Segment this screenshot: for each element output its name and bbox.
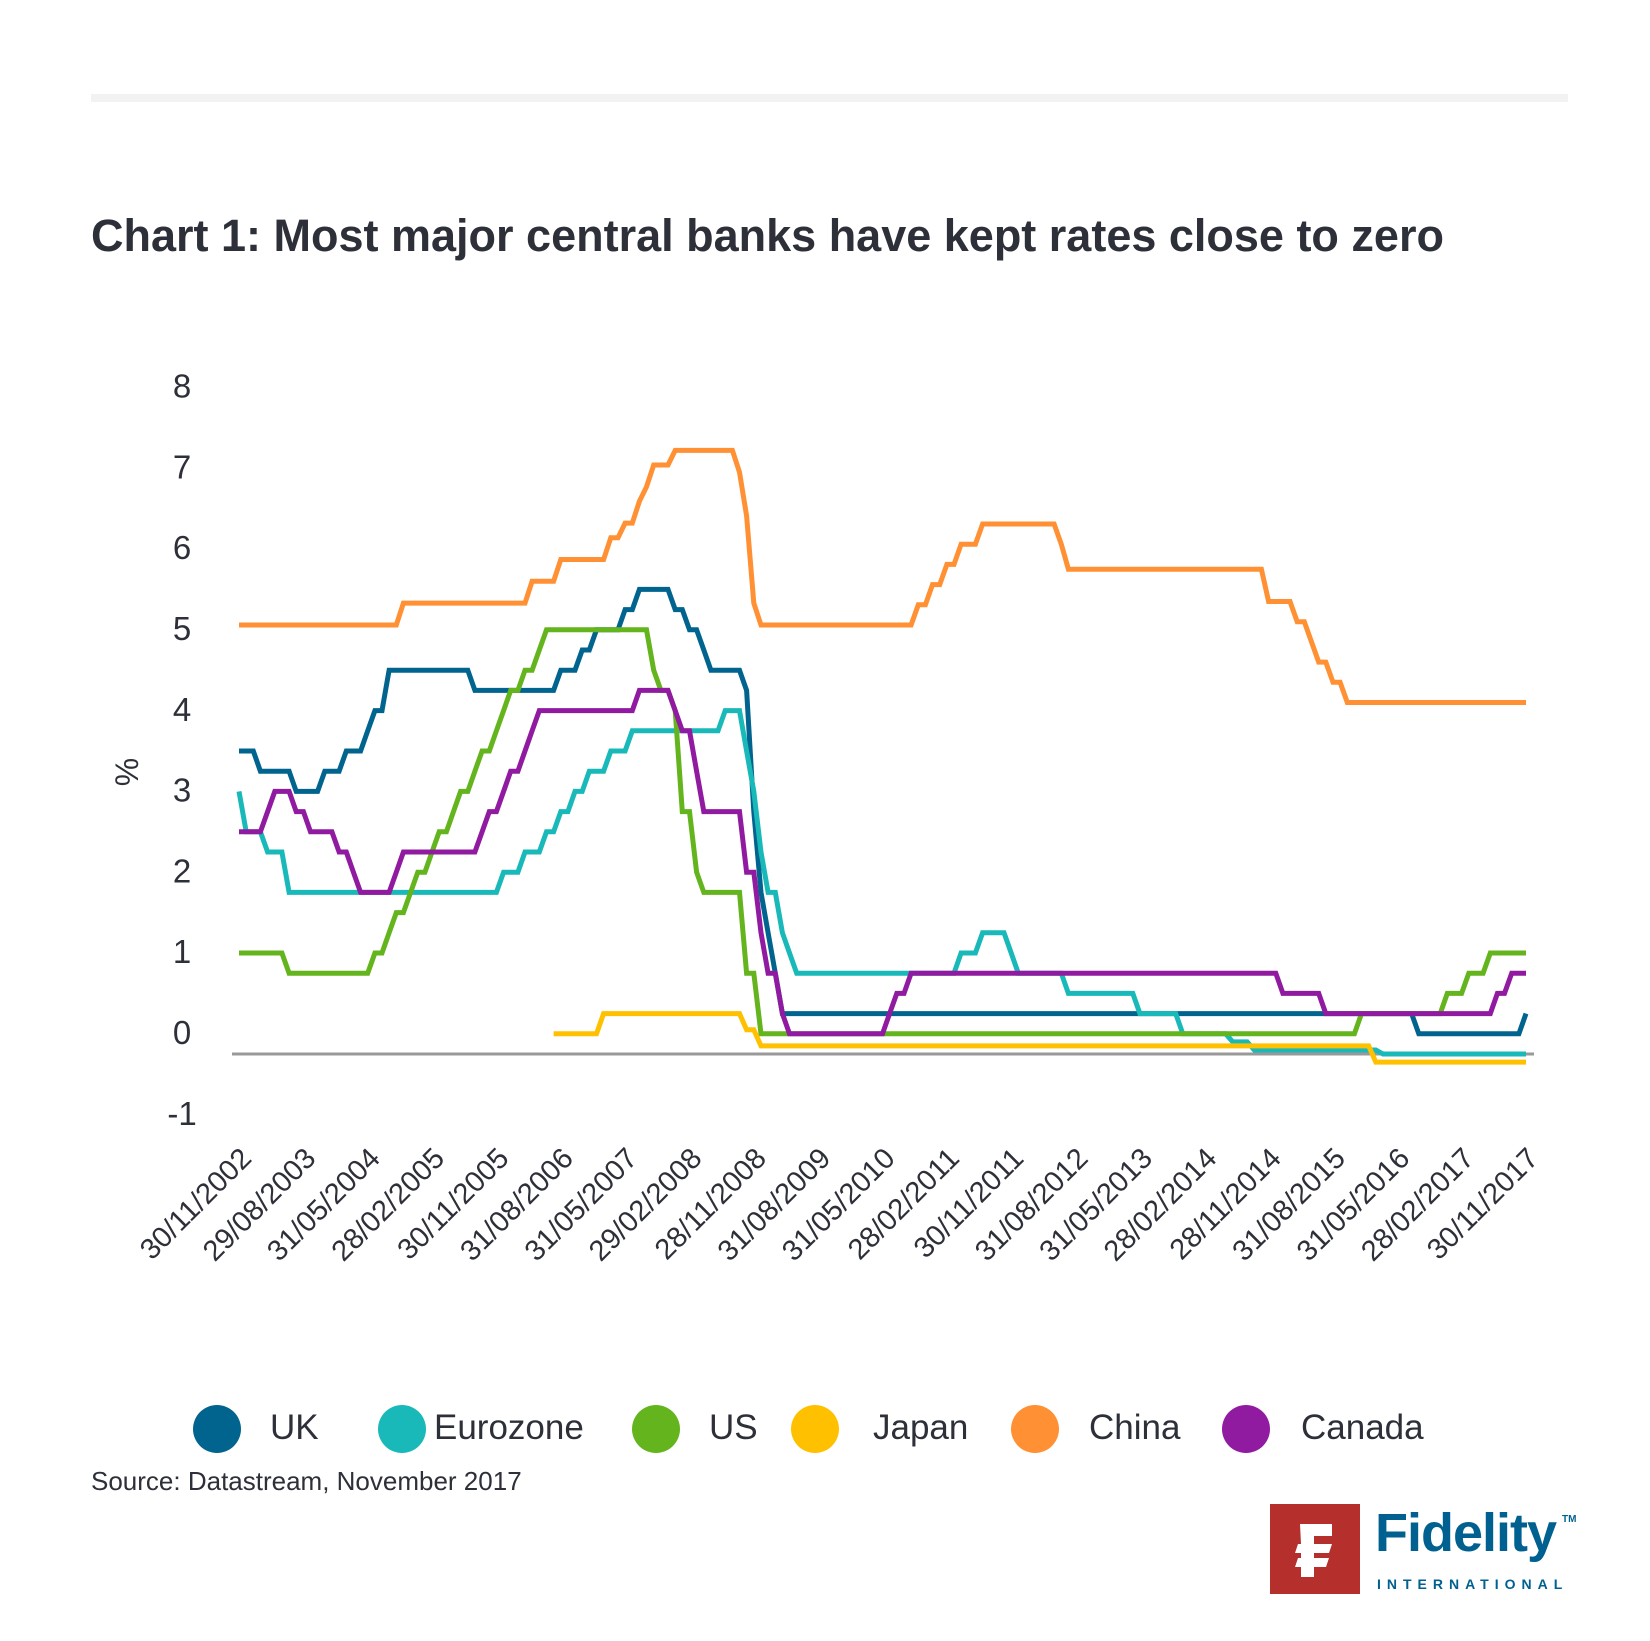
legend-swatch-uk-icon xyxy=(193,1405,241,1453)
legend-swatch-canada-icon xyxy=(1222,1405,1270,1453)
legend-label: China xyxy=(1089,1408,1181,1447)
y-tick-label: 8 xyxy=(173,368,191,405)
series-line-canada xyxy=(239,687,1526,1037)
series-line-china xyxy=(239,447,1526,705)
chart-title: Chart 1: Most major central banks have k… xyxy=(91,210,1444,261)
legend-swatch-eurozone-icon xyxy=(378,1405,426,1453)
legend-label: Eurozone xyxy=(434,1408,584,1447)
series-line-japan xyxy=(553,1011,1526,1065)
legend-swatch-us-icon xyxy=(632,1405,680,1453)
y-tick-label: 1 xyxy=(173,933,191,970)
y-tick-label: -1 xyxy=(167,1095,196,1132)
y-axis-ticks: 8 7 6 5 4 3 2 1 0 -1 xyxy=(167,368,196,1132)
y-tick-label: 5 xyxy=(173,610,191,647)
legend-label: UK xyxy=(270,1408,319,1447)
legend-label: US xyxy=(709,1408,758,1447)
y-tick-label: 7 xyxy=(173,448,191,485)
y-tick-label: 3 xyxy=(173,772,191,809)
y-tick-label: 4 xyxy=(173,691,191,728)
series-line-eurozone xyxy=(236,708,1526,1057)
fidelity-f-icon xyxy=(1270,1504,1360,1594)
top-divider xyxy=(91,94,1568,102)
y-axis-label: % xyxy=(109,758,145,786)
source-note: Source: Datastream, November 2017 xyxy=(91,1466,522,1496)
logo-wordmark: Fidelity xyxy=(1375,1503,1557,1563)
logo-subtitle: INTERNATIONAL xyxy=(1377,1576,1569,1592)
series-lines xyxy=(236,447,1529,1065)
y-tick-label: 6 xyxy=(173,529,191,566)
y-tick-label: 2 xyxy=(173,852,191,889)
legend-swatch-china-icon xyxy=(1011,1405,1059,1453)
y-tick-label: 0 xyxy=(173,1014,191,1051)
legend-swatch-japan-icon xyxy=(791,1405,839,1453)
legend-label: Canada xyxy=(1301,1408,1424,1447)
logo-trademark: TM xyxy=(1562,1514,1577,1525)
legend-label: Japan xyxy=(873,1408,969,1447)
fidelity-logo: Fidelity TM INTERNATIONAL xyxy=(1270,1503,1610,1596)
series-line-uk xyxy=(239,586,1529,1037)
x-axis-ticks: 30/11/200229/08/200331/05/200428/02/2005… xyxy=(134,1142,1545,1267)
legend: UK Eurozone US Japan China Canada xyxy=(0,1404,1650,1454)
